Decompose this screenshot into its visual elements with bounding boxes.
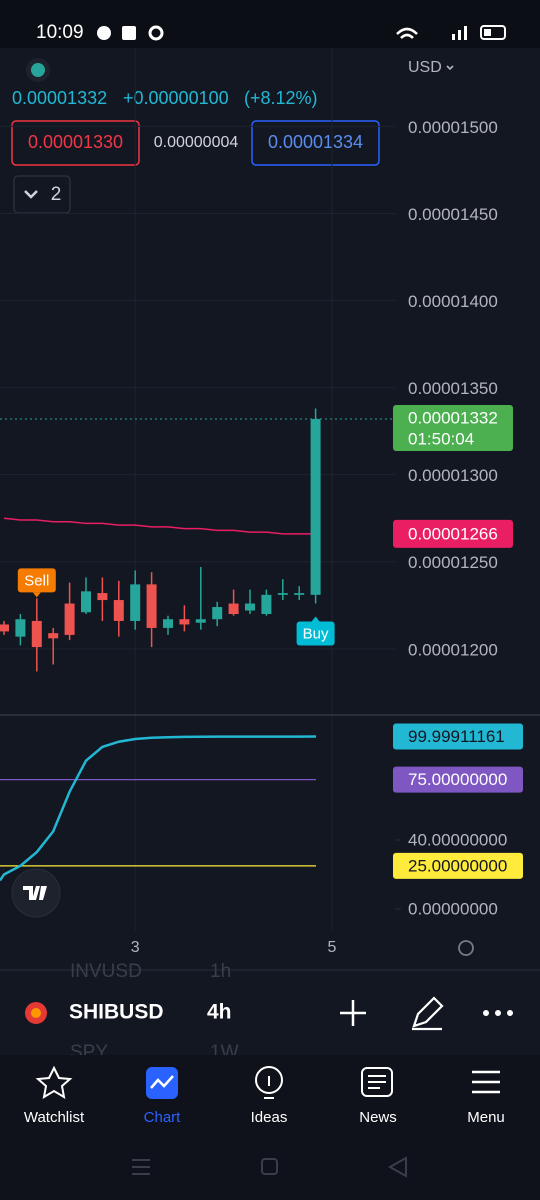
currency-chevron — [446, 65, 454, 71]
status-bar — [0, 0, 540, 48]
last-price: 0.00001332 — [12, 88, 107, 108]
level-box — [393, 766, 523, 793]
candle-body — [310, 418, 321, 595]
candle-body — [179, 619, 190, 625]
candle-body — [48, 633, 59, 639]
recents-button[interactable] — [132, 1159, 150, 1175]
candle-body — [0, 624, 9, 632]
signal-pointer — [32, 592, 41, 598]
change-percent: (+8.12%) — [244, 88, 318, 108]
draw-icon[interactable] — [412, 996, 444, 1031]
y-tick-label: 0.00000000 — [408, 899, 498, 918]
clock: 10:09 — [36, 22, 84, 43]
y-tick-label: 0.00001300 — [408, 466, 498, 485]
level-label: 25.00000000 — [408, 856, 507, 875]
level-label: 75.00000000 — [408, 770, 507, 789]
candle-body — [31, 620, 42, 648]
ideas-icon-detail — [264, 1076, 274, 1099]
currency[interactable]: USD — [408, 59, 442, 76]
buy-button[interactable] — [251, 120, 380, 166]
signal-box — [296, 621, 335, 646]
candle-body — [277, 593, 288, 595]
interval[interactable]: 4h — [207, 1001, 232, 1024]
behind-symbol: INVUSD — [70, 961, 142, 982]
nav-label[interactable]: Chart — [144, 1109, 182, 1126]
candle-body — [245, 603, 255, 611]
y-tick-label: 0.00001400 — [408, 292, 498, 311]
settings-icon[interactable] — [458, 940, 474, 956]
y-tick-label: 0.00001200 — [408, 640, 498, 659]
nav-label[interactable]: Watchlist — [24, 1109, 85, 1126]
system-nav — [0, 1140, 540, 1200]
candle-body — [81, 591, 91, 613]
tv-logo-mark — [23, 886, 47, 900]
candle-body — [294, 593, 305, 595]
ma-price-box — [393, 519, 513, 548]
behind-interval: 1h — [210, 961, 231, 982]
signal-label: Buy — [303, 626, 329, 643]
symbol-logo-inner — [31, 1008, 41, 1018]
symbol-bar — [0, 970, 540, 1055]
menu-icon[interactable] — [472, 1070, 500, 1094]
y-tick-label: 0.00001500 — [408, 118, 498, 137]
status-icons — [97, 25, 506, 41]
back-button[interactable] — [387, 1156, 407, 1178]
countdown: 01:50:04 — [408, 429, 474, 448]
x-tick-label: 5 — [328, 939, 337, 956]
add-icon[interactable] — [340, 1000, 366, 1026]
y-tick-label: 0.00001250 — [408, 553, 498, 572]
candle-body — [113, 600, 124, 621]
y-tick-label: 0.00001350 — [408, 379, 498, 398]
candle-body — [64, 603, 75, 635]
sell-button[interactable] — [11, 120, 140, 166]
chevron — [24, 190, 38, 199]
x-tick-label: 3 — [131, 939, 140, 956]
signal-pointer — [311, 616, 320, 622]
last-price-label: 0.00001332 — [408, 408, 498, 427]
plot: 3 5 0.00001500 0.00001450 0.00001400 0.000013… — [0, 48, 540, 956]
candle-body — [163, 619, 173, 628]
candle-body — [228, 603, 239, 614]
more-icon[interactable] — [483, 1010, 513, 1016]
moving-average — [3, 517, 316, 535]
ma-price-label: 0.00001266 — [408, 524, 498, 543]
last-price-box — [393, 404, 513, 451]
oscillator-line — [0, 735, 316, 882]
indicators-toggle[interactable] — [13, 175, 71, 214]
bid: 0.00001330 — [28, 132, 123, 152]
home-button[interactable] — [261, 1158, 278, 1175]
ideas-icon[interactable] — [255, 1066, 283, 1094]
nav-label[interactable]: News — [359, 1109, 397, 1126]
spread: 0.00000004 — [154, 134, 239, 151]
y-tick-label: 0.00001450 — [408, 205, 498, 224]
signal-label: Sell — [24, 572, 49, 589]
candle-body — [130, 584, 141, 621]
news-icon-lines — [368, 1075, 386, 1089]
change: +0.00000100 — [123, 88, 229, 108]
candle-body — [261, 594, 272, 614]
candle-body — [97, 593, 108, 601]
ask: 0.00001334 — [268, 132, 363, 152]
nav-label[interactable]: Menu — [467, 1109, 505, 1126]
news-icon[interactable] — [361, 1067, 393, 1097]
candle-body — [15, 619, 26, 637]
y-tick-label: 40.00000000 — [408, 830, 507, 849]
value-box — [393, 723, 523, 750]
chart-icon-line — [150, 1075, 174, 1089]
status-dot — [31, 63, 45, 77]
nav-label[interactable]: Ideas — [251, 1109, 288, 1126]
candle-body — [195, 619, 206, 623]
signal-box — [17, 568, 56, 593]
level-box — [393, 852, 523, 879]
candle-body — [212, 607, 223, 620]
watchlist-icon[interactable] — [35, 1065, 73, 1099]
symbol[interactable]: SHIBUSD — [69, 1001, 164, 1024]
value-label: 99.99911161 — [408, 727, 505, 746]
candle-body — [146, 584, 157, 628]
indicator-count: 2 — [51, 184, 62, 205]
